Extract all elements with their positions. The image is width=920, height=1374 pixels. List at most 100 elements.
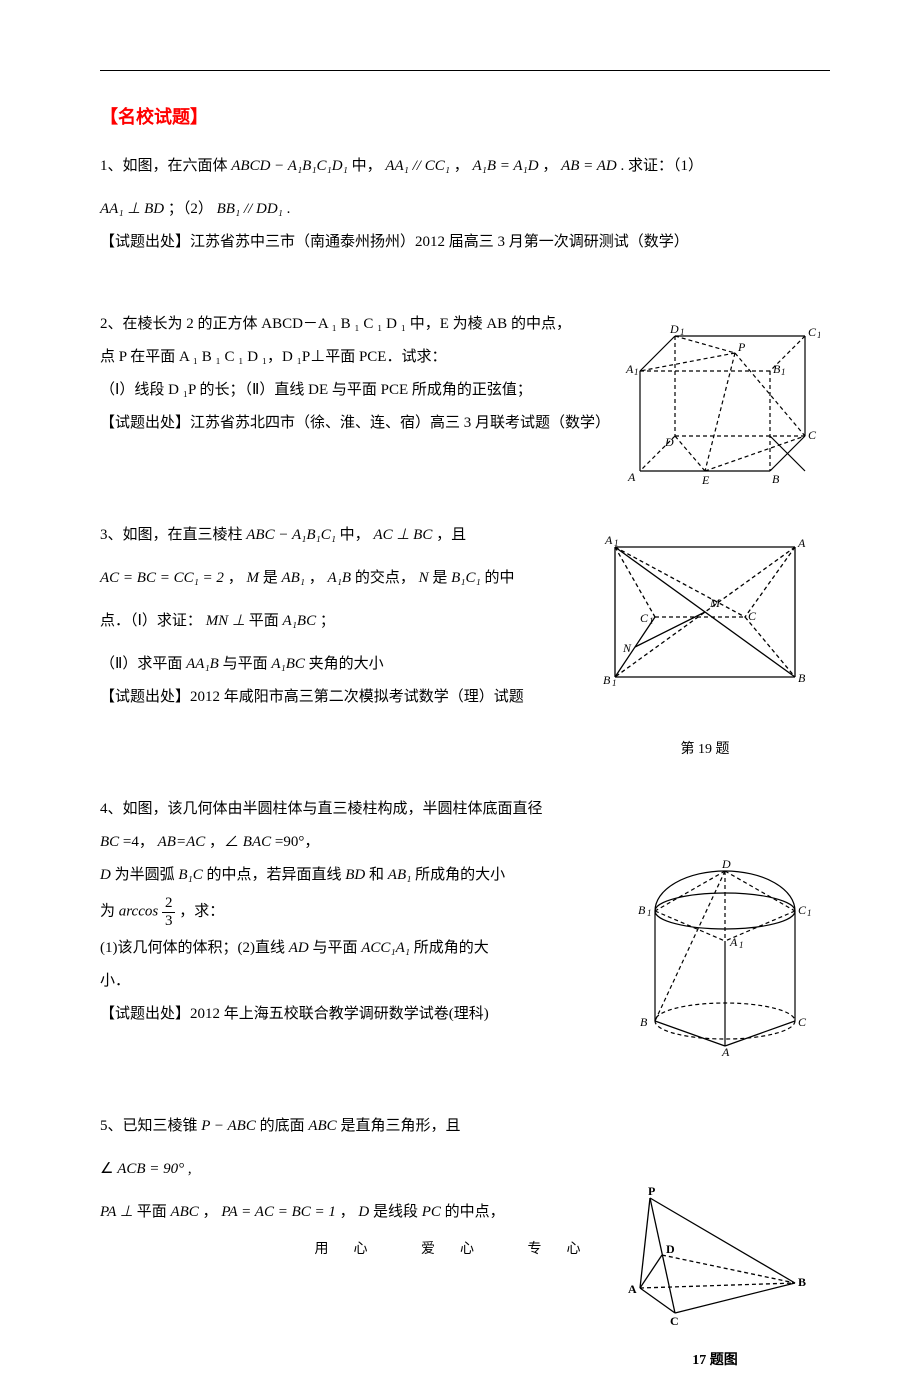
page: 【名校试题】 1、如图，在六面体 ABCD − A₁B₁C₁D₁ 中， AA₁ …	[0, 0, 920, 1302]
t: 平面	[137, 1204, 171, 1220]
t: =90°，	[275, 834, 319, 850]
p2-l2: 点 P 在平面 A ₁ B ₁ C ₁ D ₁，D ₁P⊥平面 PCE．试求：	[100, 344, 630, 371]
m: BD	[345, 867, 365, 883]
m: PA = AC = BC = 1	[221, 1204, 336, 1220]
svg-text:B: B	[798, 671, 806, 685]
svg-text:B: B	[773, 362, 781, 376]
p4-l6: 小．	[100, 968, 560, 995]
problem-1: 1、如图，在六面体 ABCD − A₁B₁C₁D₁ 中， AA₁ // CC₁ …	[100, 153, 830, 256]
svg-text:A: A	[797, 536, 806, 550]
svg-text:M: M	[709, 596, 721, 610]
m: AA₁B	[186, 656, 219, 672]
m: BAC	[243, 834, 271, 850]
p3-source: 【试题出处】2012 年咸阳市高三第二次模拟考试数学（理）试题	[100, 684, 580, 711]
m: ABC	[308, 1118, 336, 1134]
t: ,	[188, 1161, 192, 1177]
m: A₁B = A₁D	[472, 158, 538, 174]
t: ，求：	[179, 904, 224, 920]
p2-source: 【试题出处】江苏省苏北四市（徐、淮、连、宿）高三 3 月联考试题（数学）	[100, 410, 630, 437]
t: 的交点，	[355, 570, 415, 586]
m: ABC − A₁B₁C₁	[246, 527, 336, 543]
t: 是	[263, 570, 282, 586]
svg-text:N: N	[622, 641, 632, 655]
p3-figure: A1 A C1 C B1 B M N 第 19 题	[590, 522, 820, 762]
problem-4: D B1 C1 A1 B C A 4、如图，该几何体由半圆柱体与直三棱柱构成，半…	[100, 796, 830, 1028]
t: 3、如图，在直三棱柱	[100, 527, 246, 543]
m: A₁B	[328, 570, 352, 586]
m: ACB = 90°	[117, 1161, 184, 1177]
svg-text:1: 1	[649, 616, 654, 626]
t: （Ⅱ）求平面	[100, 656, 186, 672]
t: 的中点，若异面直线	[207, 867, 346, 883]
m: N	[419, 570, 429, 586]
p3-l1: 3、如图，在直三棱柱 ABC − A₁B₁C₁ 中， AC ⊥ BC ，且	[100, 522, 580, 549]
t: ，且	[436, 527, 466, 543]
m: ACC₁A₁	[361, 940, 410, 956]
t: 所成角的大小	[415, 867, 505, 883]
t: 是线段	[373, 1204, 422, 1220]
p1-source: 【试题出处】江苏省苏中三市（南通泰州扬州）2012 届高三 3 月第一次调研测试…	[100, 229, 830, 256]
t: 是	[432, 570, 451, 586]
top-rule	[100, 70, 830, 71]
m: D	[358, 1204, 369, 1220]
fraction: 2 3	[162, 895, 176, 929]
svg-text:B: B	[798, 1275, 806, 1289]
t: 与平面	[223, 656, 272, 672]
page-footer: 用心 爱心 专心	[0, 1237, 920, 1262]
m: B₁C₁	[451, 570, 481, 586]
t: 点．（Ⅰ）求证：	[100, 613, 202, 629]
p5-figure: P D A B C 17 题图	[620, 1183, 810, 1373]
m: AB₁	[281, 570, 305, 586]
t: 中，	[340, 527, 370, 543]
m: PA ⊥	[100, 1204, 133, 1220]
t: ，	[203, 1204, 218, 1220]
svg-text:D: D	[721, 857, 731, 871]
t: ，	[340, 1204, 355, 1220]
m: D	[100, 867, 111, 883]
t: 1、如图，在六面体	[100, 158, 231, 174]
svg-text:1: 1	[807, 908, 812, 918]
p1-line2: AA₁ ⊥ BD ；（2） BB₁ // DD₁ .	[100, 196, 830, 223]
t: 夹角的大小	[309, 656, 384, 672]
t: 与平面	[312, 940, 361, 956]
m: ABCD − A₁B₁C₁D₁	[231, 158, 348, 174]
m: BB₁ // DD₁	[217, 201, 283, 217]
t: =4，	[123, 834, 154, 850]
t: 的中点，	[445, 1204, 505, 1220]
t: ；	[320, 613, 335, 629]
m: B₁C	[178, 867, 202, 883]
t: ∠	[100, 1161, 113, 1177]
m: ABC	[170, 1204, 198, 1220]
halfcyl-svg: D B1 C1 A1 B C A	[630, 856, 820, 1056]
m: AA₁ ⊥ BD	[100, 201, 164, 217]
m: BC	[100, 834, 119, 850]
svg-text:A: A	[729, 935, 738, 949]
t: (1)该几何体的体积；(2)直线	[100, 940, 289, 956]
t: ；（2）	[168, 201, 213, 217]
t: ，∠	[209, 834, 239, 850]
p5-caption: 17 题图	[620, 1348, 810, 1373]
svg-text:1: 1	[647, 908, 652, 918]
t: 为半圆弧	[115, 867, 179, 883]
t: 的中	[484, 570, 514, 586]
m: M	[246, 570, 259, 586]
m: AB=AC	[158, 834, 206, 850]
p2-l3: （Ⅰ）线段 D ₁P 的长；（Ⅱ）直线 DE 与平面 PCE 所成角的正弦值；	[100, 377, 630, 404]
svg-text:1: 1	[634, 367, 639, 377]
prism-svg: A1 A C1 C B1 B M N	[590, 522, 820, 722]
svg-text:A: A	[628, 1282, 637, 1296]
t: 的底面	[260, 1118, 309, 1134]
problem-3: A1 A C1 C B1 B M N 第 19 题 3、如图，在直三棱柱 ABC…	[100, 522, 830, 711]
svg-text:1: 1	[739, 940, 744, 950]
svg-text:C: C	[640, 611, 649, 625]
svg-text:P: P	[737, 340, 746, 354]
t: 是直角三角形，且	[340, 1118, 460, 1134]
t: 为	[100, 904, 119, 920]
svg-text:B: B	[772, 472, 780, 486]
p4-l4: 为 arccos 2 3 ，求：	[100, 895, 560, 929]
p4-l5: (1)该几何体的体积；(2)直线 AD 与平面 ACC₁A₁ 所成角的大	[100, 935, 560, 962]
svg-text:D: D	[669, 322, 679, 336]
section-title: 【名校试题】	[100, 101, 830, 133]
problem-5: P D A B C 17 题图 5、已知三棱锥 P − ABC 的底面 ABC …	[100, 1113, 830, 1226]
svg-text:C: C	[798, 903, 807, 917]
